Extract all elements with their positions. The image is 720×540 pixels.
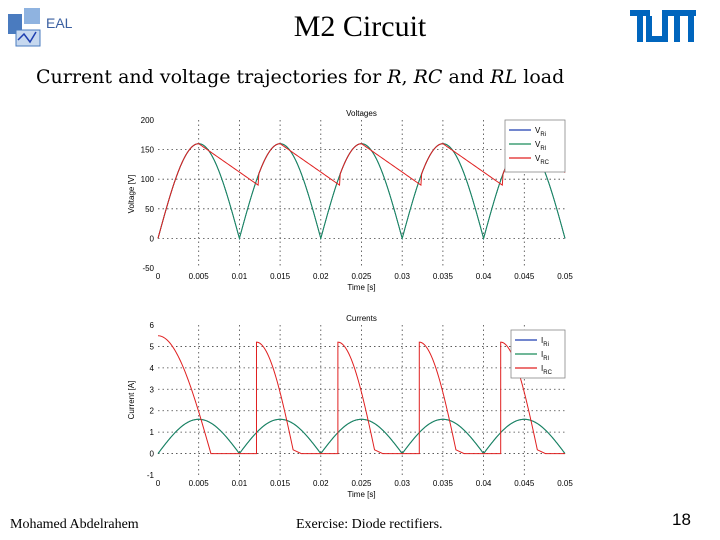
x-tick-label: 0.045 (514, 479, 535, 488)
x-tick-label: 0.05 (557, 272, 573, 281)
x-tick-label: 0.025 (351, 272, 372, 281)
x-tick-label: 0.025 (351, 479, 372, 488)
y-tick-label: 1 (150, 428, 155, 437)
y-axis-label: Current [A] (127, 381, 136, 420)
x-tick-label: 0.035 (433, 479, 454, 488)
x-tick-label: 0.04 (476, 272, 492, 281)
subtitle-part: RC (413, 66, 443, 88)
x-tick-label: 0.045 (514, 272, 535, 281)
y-axis-label: Voltage [V] (127, 175, 136, 214)
subtitle-part: and (442, 66, 491, 88)
footer-author: Mohamed Abdelrahem (10, 517, 139, 532)
eal-logo-text: EAL (46, 15, 73, 31)
page-number: 18 (672, 510, 691, 529)
x-tick-label: 0.005 (189, 272, 210, 281)
eal-logo-block (8, 14, 22, 34)
subtitle-part: , (401, 66, 414, 88)
chart-title: Voltages (346, 109, 377, 118)
x-axis-label: Time [s] (347, 490, 375, 499)
x-tick-label: 0.035 (433, 272, 454, 281)
subtitle-part: Current and voltage trajectories for (36, 66, 388, 88)
voltage-chart: Voltages 0 0.005 0.01 0.015 0.02 0.025 0.03 0.03… (127, 109, 573, 292)
x-axis-label: Time [s] (347, 283, 375, 292)
chart-title: Currents (346, 314, 377, 323)
legend-label: IRC (541, 364, 553, 376)
x-tick-label: 0.02 (313, 479, 329, 488)
y-tick-label: 4 (150, 364, 155, 373)
x-tick-label: 0.02 (313, 272, 329, 281)
y-tick-label: 6 (150, 321, 155, 330)
y-tick-label: -1 (147, 471, 155, 480)
x-tick-label: 0 (156, 479, 161, 488)
legend-label: VRC (535, 154, 550, 166)
legend-label: VRi (535, 126, 546, 138)
eal-logo-wave (17, 31, 37, 44)
legend-label: IRl (541, 350, 549, 362)
y-tick-label: 50 (145, 205, 154, 214)
x-tick-label: 0.01 (232, 479, 248, 488)
y-tick-label: 200 (141, 116, 155, 125)
slide-subtitle: Current and voltage trajectories for R, … (36, 66, 564, 88)
legend-label: IRi (541, 336, 549, 348)
x-tick-label: 0 (156, 272, 161, 281)
x-tick-label: 0.015 (270, 479, 291, 488)
x-tick-label: 0.04 (476, 479, 492, 488)
series-line (157, 418, 566, 455)
series-line (157, 335, 565, 455)
slide-title: M2 Circuit (293, 10, 427, 43)
y-tick-label: -50 (142, 264, 154, 273)
y-tick-label: 2 (150, 407, 155, 416)
series-line (157, 143, 566, 239)
legend-box (504, 119, 566, 173)
tum-logo (630, 10, 696, 42)
y-tick-label: 150 (141, 146, 155, 155)
x-tick-label: 0.05 (557, 479, 573, 488)
y-tick-label: 0 (150, 234, 155, 243)
subtitle-part: load (517, 66, 565, 88)
x-tick-label: 0.015 (270, 272, 291, 281)
x-tick-label: 0.03 (394, 272, 410, 281)
x-tick-label: 0.01 (232, 272, 248, 281)
y-tick-label: 3 (150, 385, 155, 394)
eal-logo: EAL (8, 8, 73, 47)
y-tick-label: 5 (150, 342, 155, 351)
legend-label: VRl (535, 140, 546, 152)
x-tick-label: 0.03 (394, 479, 410, 488)
footer-topic: Exercise: Diode rectifiers. (296, 517, 443, 532)
eal-logo-block (24, 8, 40, 24)
y-tick-label: 100 (141, 175, 155, 184)
x-tick-label: 0.005 (189, 479, 210, 488)
subtitle-part: RL (490, 66, 518, 88)
subtitle-part: R (387, 66, 402, 88)
y-tick-label: 0 (150, 450, 155, 459)
